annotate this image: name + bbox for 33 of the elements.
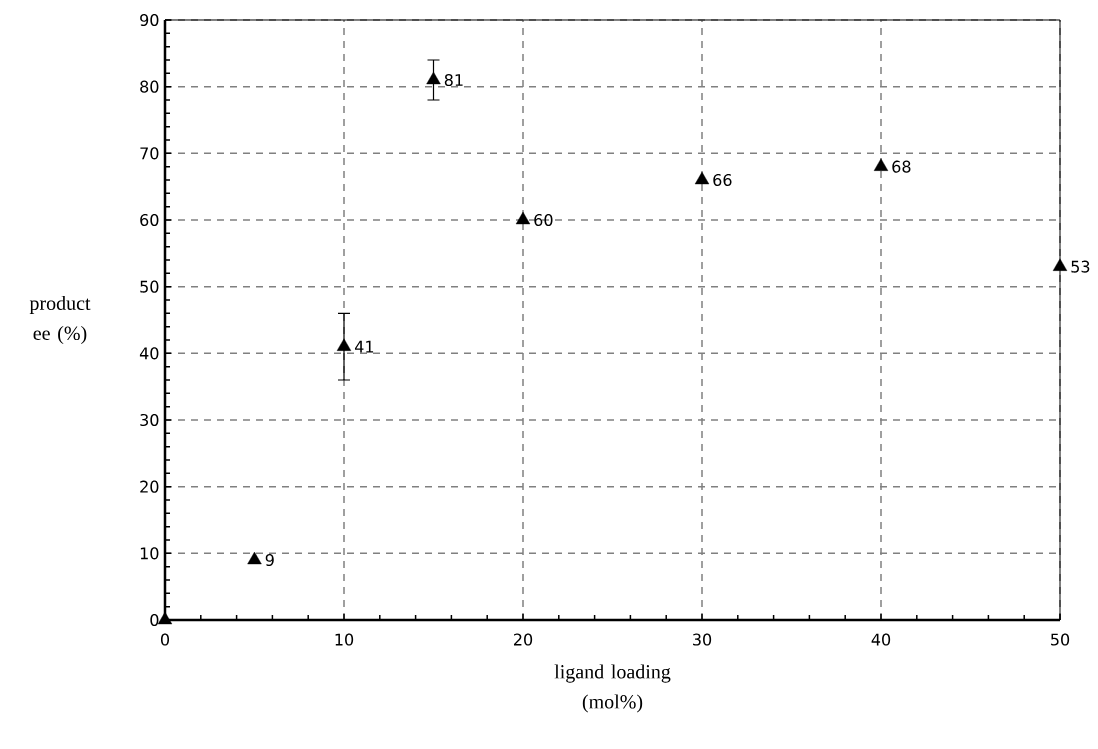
point [515, 211, 531, 225]
x-tick-label: 30 [693, 633, 712, 646]
x-tick-label: 20 [513, 633, 533, 646]
y-tick-label: 60 [140, 213, 159, 227]
y-tick-label: 80 [140, 80, 159, 93]
point [694, 171, 710, 185]
y-tick-label: 0 [150, 613, 159, 627]
x-tick-label: 10 [335, 633, 354, 646]
x-tick-label: 0 [160, 633, 170, 646]
data-label: 9 [265, 553, 274, 567]
point [1052, 258, 1068, 271]
point [426, 71, 441, 85]
point [157, 611, 173, 625]
point [336, 338, 352, 351]
data-label: 60 [534, 213, 553, 227]
point [247, 551, 262, 565]
data-label: 68 [892, 160, 911, 173]
y-tick-label: 50 [140, 280, 159, 293]
y-tick-label: 70 [140, 147, 159, 160]
data-label: 41 [354, 340, 374, 353]
y-tick-label: 90 [140, 13, 159, 27]
point [873, 158, 889, 171]
y-tick-label: 20 [140, 480, 159, 493]
x-axis-title: ligand loading (mol%) [554, 664, 671, 713]
x-tick-label: 40 [871, 633, 891, 646]
y-axis-title: product ee (%) [29, 295, 91, 345]
y-tick-label: 40 [139, 347, 159, 360]
y-tick-label: 30 [140, 413, 159, 427]
data-label: 66 [713, 173, 732, 187]
y-tick-label: 10 [140, 547, 159, 560]
x-tick-label: 50 [1051, 633, 1070, 646]
data-label: 53 [1071, 260, 1090, 273]
data-label: 81 [444, 73, 463, 87]
